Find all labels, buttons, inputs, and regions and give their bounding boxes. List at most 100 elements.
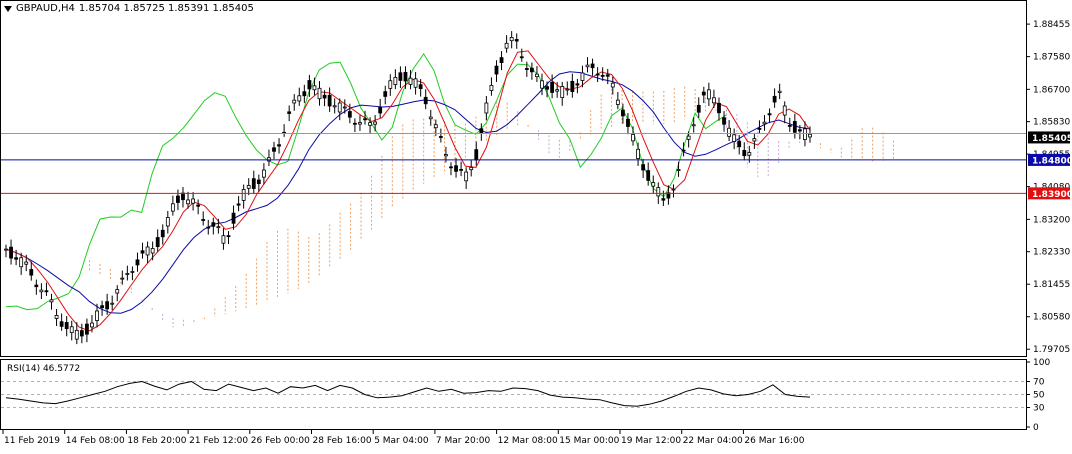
- candle-body: [155, 237, 160, 248]
- candle-body: [353, 122, 357, 125]
- time-tick-label: 18 Feb 20:00: [127, 436, 186, 446]
- candle-body: [459, 168, 463, 171]
- candle-body: [797, 129, 802, 132]
- candle-body: [808, 133, 812, 138]
- candle-body: [509, 37, 514, 42]
- price-label-blue: 1.84800: [1032, 156, 1072, 166]
- candle-body: [408, 77, 413, 85]
- candle-body: [474, 149, 479, 161]
- price-tick-label: 1.86700: [1033, 85, 1070, 95]
- rsi-axis: 100 70 50 30 0: [1026, 358, 1050, 433]
- candle-body: [322, 94, 327, 99]
- candle-body: [332, 105, 337, 108]
- candle-body: [44, 290, 49, 293]
- candle-body: [762, 121, 767, 125]
- price-tick-label: 1.83200: [1033, 215, 1070, 225]
- candle-body: [570, 80, 575, 92]
- candle-body: [403, 72, 408, 82]
- candle-body: [398, 72, 403, 81]
- price-label-current: 1.85405: [1032, 134, 1072, 144]
- time-tick-label: 7 Mar 20:00: [436, 436, 491, 446]
- candle-body: [626, 118, 630, 127]
- candles: [4, 31, 812, 345]
- candle-body: [706, 89, 711, 100]
- candle-body: [165, 217, 170, 227]
- price-label-current-bg: [1028, 131, 1070, 144]
- horizontal-levels: [1, 133, 1026, 194]
- candle-body: [191, 198, 195, 204]
- candle-body: [641, 164, 646, 171]
- candle-body: [671, 188, 676, 191]
- candle-body: [201, 219, 206, 221]
- candle-body: [469, 166, 474, 171]
- candle-body: [661, 198, 666, 201]
- candle-body: [221, 235, 226, 244]
- candle-body: [69, 326, 74, 333]
- candle-body: [524, 68, 529, 70]
- candle-body: [454, 165, 458, 172]
- candle-body: [691, 124, 696, 127]
- candle-body: [686, 135, 691, 140]
- time-tick-label: 19 Mar 12:00: [621, 436, 681, 446]
- time-tick-label: 12 Mar 08:00: [498, 436, 558, 446]
- price-tick-label: 1.81455: [1033, 280, 1070, 290]
- time-tick-label: 26 Feb 00:00: [251, 436, 310, 446]
- candle-body: [413, 78, 418, 88]
- price-tick-label: 1.88455: [1033, 20, 1070, 30]
- candle-body: [110, 302, 115, 305]
- price-label-blue-bg: [1028, 153, 1070, 166]
- kijun-line: [5, 71, 811, 314]
- candle-body: [621, 109, 625, 117]
- candle-body: [484, 102, 489, 114]
- candle-body: [803, 128, 807, 141]
- candle-body: [787, 124, 792, 127]
- candle-body: [125, 273, 130, 275]
- candle-body: [479, 128, 484, 134]
- candle-body: [347, 111, 352, 118]
- price-axis: 1.884551.875801.867001.858301.849551.840…: [1026, 20, 1072, 355]
- candle-body: [272, 147, 276, 152]
- candle-body: [363, 118, 367, 121]
- candle-body: [580, 72, 585, 81]
- dropdown-triangle-icon[interactable]: [4, 5, 12, 12]
- chart-header: GBPAUD,H4 1.85704 1.85725 1.85391 1.8540…: [4, 3, 254, 14]
- candle-body: [433, 124, 438, 129]
- candle-body: [236, 203, 241, 206]
- candle-body: [95, 310, 99, 321]
- candle-body: [600, 74, 605, 77]
- candle-body: [423, 96, 428, 105]
- candle-body: [575, 83, 580, 86]
- candle-body: [292, 99, 297, 104]
- rsi-label: RSI(14) 46.5772: [7, 364, 81, 374]
- rsi-series: [1, 380, 1026, 408]
- candle-body: [590, 63, 595, 69]
- candle-body: [302, 91, 307, 97]
- candle-body: [631, 134, 635, 142]
- candle-body: [287, 111, 292, 114]
- rsi-tick-label: 50: [1033, 391, 1045, 401]
- rsi-tick-label: 100: [1033, 358, 1050, 368]
- candle-body: [261, 169, 266, 178]
- candle-body: [211, 222, 216, 227]
- candle-body: [636, 148, 640, 159]
- candle-body: [449, 166, 453, 169]
- candle-body: [251, 178, 256, 189]
- candle-body: [712, 97, 716, 104]
- candle-body: [368, 122, 372, 126]
- candle-body: [681, 149, 686, 152]
- price-tick-label: 1.79705: [1033, 345, 1070, 355]
- candle-body: [701, 91, 706, 96]
- candle-body: [342, 106, 347, 109]
- time-tick-label: 22 Mar 04:00: [683, 436, 743, 446]
- candle-body: [307, 80, 312, 90]
- candle-body: [19, 257, 24, 268]
- candle-body: [494, 65, 499, 75]
- candle-body: [737, 140, 742, 148]
- candle-body: [120, 277, 125, 280]
- candle-body: [29, 269, 34, 276]
- candle-body: [388, 80, 393, 89]
- candle-body: [742, 149, 747, 157]
- candle-body: [428, 116, 433, 120]
